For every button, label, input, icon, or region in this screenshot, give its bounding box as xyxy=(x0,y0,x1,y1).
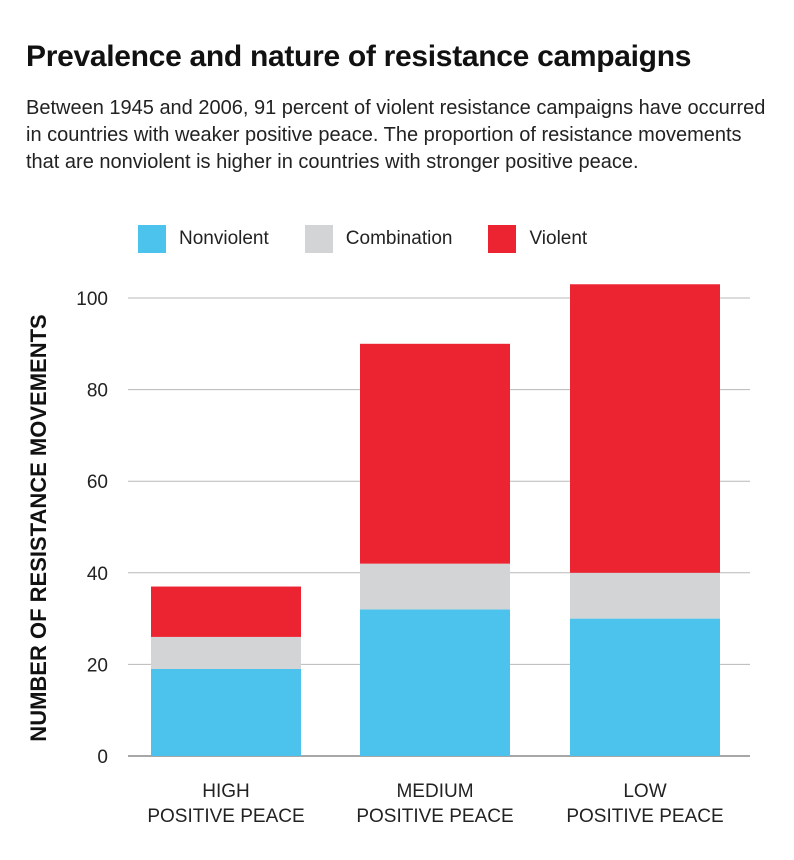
legend-label-combination: Combination xyxy=(345,228,453,249)
x-tick-label-2-0: LOW xyxy=(623,781,666,802)
legend-label-nonviolent: Nonviolent xyxy=(179,228,269,249)
legend-swatch-violent xyxy=(488,225,517,253)
x-tick-label-1-1: POSITIVE PEACE xyxy=(356,806,513,827)
bar-violent-2 xyxy=(570,284,720,573)
x-tick-label-0-1: POSITIVE PEACE xyxy=(147,806,304,827)
y-tick-label-80: 80 xyxy=(87,381,108,402)
legend-item-violent: Violent xyxy=(488,225,587,253)
legend-item-combination: Combination xyxy=(304,225,453,253)
x-tick-label-2-1: POSITIVE PEACE xyxy=(566,806,723,827)
bar-violent-1 xyxy=(360,343,510,564)
bar-combination-0 xyxy=(151,636,301,669)
legend-swatch-combination xyxy=(304,225,333,253)
x-tick-label-1-0: MEDIUM xyxy=(396,781,473,802)
bar-nonviolent-0 xyxy=(151,668,301,756)
y-axis-label: NUMBER OF RESISTANCE MOVEMENTS xyxy=(26,314,51,742)
y-tick-label-60: 60 xyxy=(87,472,108,493)
y-tick-label-40: 40 xyxy=(87,564,108,585)
x-tick-label-0-0: HIGH xyxy=(202,781,250,802)
y-tick-label-20: 20 xyxy=(87,655,108,676)
chart-subtitle: Between 1945 and 2006, 91 percent of vio… xyxy=(26,97,766,173)
legend-swatch-nonviolent xyxy=(138,225,166,253)
y-tick-label-100: 100 xyxy=(76,289,108,310)
bar-nonviolent-1 xyxy=(360,609,510,756)
legend-label-violent: Violent xyxy=(529,228,588,249)
bar-violent-0 xyxy=(151,586,301,637)
y-tick-label-0: 0 xyxy=(97,747,108,768)
bar-combination-2 xyxy=(570,572,720,619)
bar-nonviolent-2 xyxy=(570,618,720,756)
bar-combination-1 xyxy=(360,563,510,610)
legend-item-nonviolent: Nonviolent xyxy=(138,225,269,253)
chart-title: Prevalence and nature of resistance camp… xyxy=(26,40,692,73)
legend: Nonviolent Combination Violent xyxy=(138,223,623,255)
